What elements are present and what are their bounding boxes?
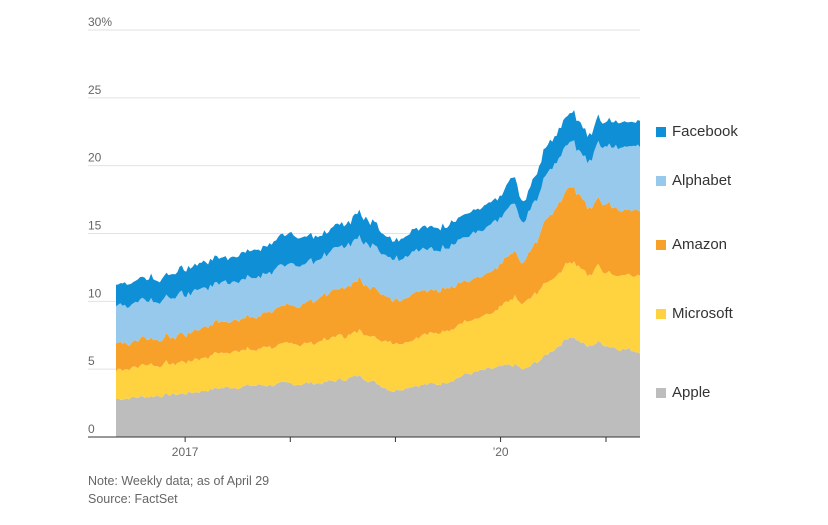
- area-facebook: [116, 110, 640, 308]
- y-axis-labels: 30% 25 20 15 10 5 0: [88, 15, 112, 436]
- legend-swatch: [656, 175, 666, 186]
- y-tick-label: 20: [88, 151, 102, 165]
- note-text: Note: Weekly data; as of April 29: [88, 474, 270, 488]
- legend-label: Amazon: [672, 236, 728, 253]
- y-tick-label: 15: [88, 219, 102, 233]
- legend-label: Apple: [672, 384, 711, 401]
- legend-label: Microsoft: [672, 305, 733, 322]
- area-amazon: [116, 186, 640, 372]
- source-text: Source: FactSet: [88, 492, 178, 506]
- legend-label: Facebook: [672, 123, 738, 140]
- legend-item-amazon: Amazon: [656, 236, 727, 253]
- area-apple: [116, 337, 640, 437]
- legend-swatch: [656, 387, 666, 398]
- legend-swatch: [656, 126, 666, 137]
- chart-notes: Note: Weekly data; as of April 29 Source…: [88, 472, 269, 508]
- x-tick-label: 2017: [172, 445, 199, 459]
- area-microsoft: [116, 261, 640, 400]
- x-tick-label: ’20: [493, 445, 509, 459]
- y-tick-label: 5: [88, 354, 95, 368]
- legend-swatch: [656, 239, 666, 250]
- legend-swatch: [656, 308, 666, 319]
- legend-item-apple: Apple: [656, 384, 710, 401]
- area-layers: [116, 110, 640, 437]
- legend-label: Alphabet: [672, 172, 732, 189]
- y-tick-label: 0: [88, 422, 95, 436]
- y-tick-label: 30%: [88, 15, 112, 29]
- x-axis-ticks: 2017 ’20: [172, 437, 607, 459]
- legend-item-alphabet: Alphabet: [656, 172, 731, 189]
- area-alphabet: [116, 140, 640, 346]
- legend-item-microsoft: Microsoft: [656, 305, 733, 322]
- chart-legend: Facebook Alphabet Amazon Microsoft Apple: [656, 0, 826, 440]
- y-tick-label: 10: [88, 286, 102, 300]
- y-tick-label: 25: [88, 83, 102, 97]
- legend-item-facebook: Facebook: [656, 123, 738, 140]
